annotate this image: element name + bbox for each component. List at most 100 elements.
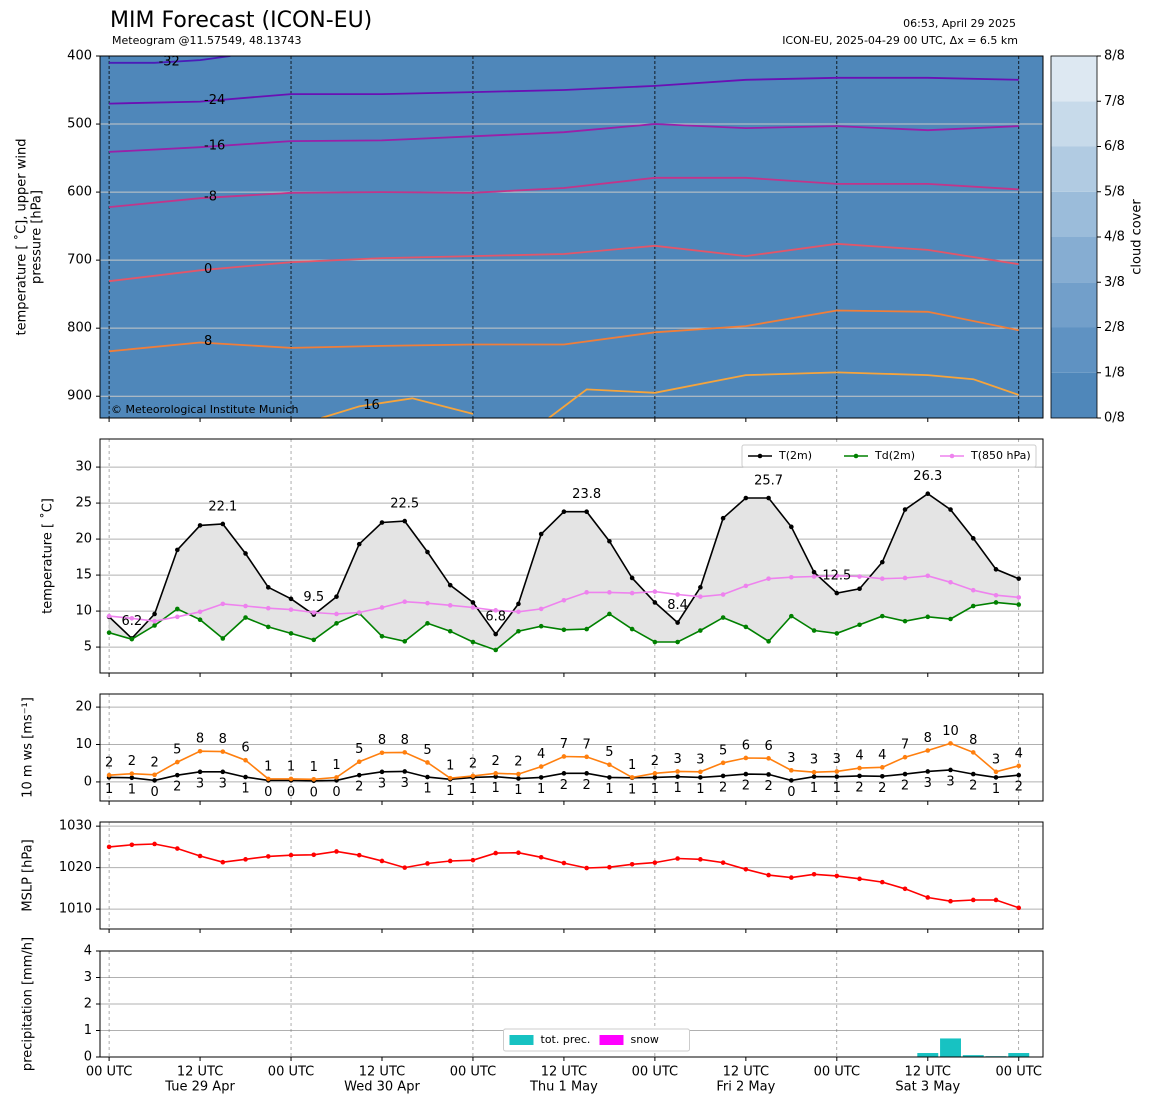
series-marker [811, 569, 817, 575]
y-axis-label: temperature [ ˚C] [40, 498, 56, 614]
series-marker [675, 774, 680, 779]
series-marker [538, 854, 544, 860]
series-marker [879, 613, 885, 619]
value-label: 3 [810, 753, 818, 768]
value-label: 1 [992, 782, 1000, 797]
isotherm [109, 309, 1019, 353]
series-marker [220, 601, 226, 607]
series-marker [584, 509, 589, 515]
series-marker [288, 852, 294, 858]
isotherm-label: -32 [159, 54, 180, 69]
panel-frame [99, 438, 1044, 674]
plot-area [100, 822, 1043, 929]
series-marker [652, 589, 658, 594]
series-marker [402, 865, 408, 870]
series-marker [675, 639, 680, 645]
extreme-label: 25.7 [754, 474, 783, 489]
colorbar-tick-label: 5/8 [1104, 184, 1125, 199]
x-tick-label: 12 UTC [905, 1065, 951, 1080]
title: MIM Forecast (ICON-EU) [110, 8, 372, 33]
value-label: 0 [332, 785, 340, 800]
series-marker [175, 759, 180, 765]
value-label: 3 [219, 776, 227, 791]
series-marker [425, 621, 430, 626]
legend-box [741, 444, 1037, 468]
y-tick-label: 25 [75, 496, 92, 511]
series-marker [538, 764, 544, 769]
series-marker [607, 864, 612, 870]
value-label: 8 [969, 733, 977, 748]
series-marker [265, 776, 271, 782]
series-marker [288, 776, 294, 782]
colorbar-band [1051, 327, 1097, 373]
isotherm-label: 8 [204, 334, 212, 349]
value-label: 5 [605, 745, 613, 760]
series-marker [197, 523, 203, 528]
value-label: 2 [764, 779, 772, 794]
series-marker [470, 857, 476, 863]
series-marker [857, 574, 862, 579]
y-axis-label: 10 m ws [ms⁻¹] [21, 697, 36, 798]
series-marker [334, 594, 339, 599]
series-marker [402, 750, 408, 755]
extreme-label: 6.2 [121, 614, 142, 629]
series-marker [970, 750, 976, 755]
series-marker [425, 774, 430, 780]
series-marker [265, 854, 271, 859]
series-marker [152, 623, 157, 628]
legend-label: Td(2m) [874, 449, 915, 462]
series-marker [356, 541, 362, 547]
series-marker [175, 772, 180, 778]
series-marker [175, 547, 180, 553]
series-marker [607, 775, 612, 780]
series-marker [948, 898, 953, 904]
series-marker [970, 536, 976, 541]
series-marker [470, 773, 476, 779]
isotherm-label: -16 [204, 139, 225, 154]
series-marker [584, 754, 589, 760]
value-label: 6 [764, 739, 772, 754]
series-marker [948, 579, 953, 585]
value-label: 2 [651, 754, 659, 769]
series-marker [470, 605, 476, 610]
y-tick-label: 1020 [59, 860, 92, 875]
panel: 0 1 2 3 4 00 UTC 12 UTC 00 UTC 12 UTC 00 UTC 12 UT… [21, 937, 1044, 1095]
x-tick-label: 00 UTC [632, 1065, 678, 1080]
value-label: 2 [355, 780, 363, 795]
series-marker [402, 518, 408, 524]
value-label: 3 [196, 776, 204, 791]
legend-marker [757, 453, 763, 459]
x-tick-label: 12 UTC [723, 1065, 769, 1080]
series-marker [789, 524, 794, 530]
y-tick-label: 20 [75, 532, 92, 547]
series-marker [834, 873, 840, 879]
series-marker [538, 775, 544, 780]
series-marker [629, 590, 635, 596]
series-marker [561, 754, 567, 759]
value-label: 5 [173, 743, 181, 758]
series-marker [561, 627, 567, 633]
extreme-label: 23.8 [572, 487, 601, 502]
colorbar-tick-label: 2/8 [1104, 320, 1125, 335]
series-marker [902, 771, 908, 777]
series-marker [766, 576, 771, 581]
value-label: 1 [105, 782, 113, 797]
series-marker [288, 607, 294, 612]
panel-frame [99, 821, 1044, 930]
colorbar-tick-label: 6/8 [1104, 139, 1125, 154]
series-marker [766, 495, 771, 501]
colorbar-band [1051, 282, 1097, 328]
y-axis-label: MSLP [hPa] [21, 839, 36, 911]
series-marker [993, 769, 999, 775]
series-marker [948, 767, 953, 773]
series-marker [652, 639, 658, 645]
series-marker [902, 618, 908, 624]
series-marker [902, 754, 908, 760]
series-marker [743, 624, 749, 630]
series-marker [652, 775, 658, 780]
value-label: 0 [264, 785, 272, 800]
series-marker [197, 617, 203, 623]
series-marker [698, 585, 703, 590]
value-label: 1 [514, 783, 522, 798]
series-marker [334, 849, 339, 854]
